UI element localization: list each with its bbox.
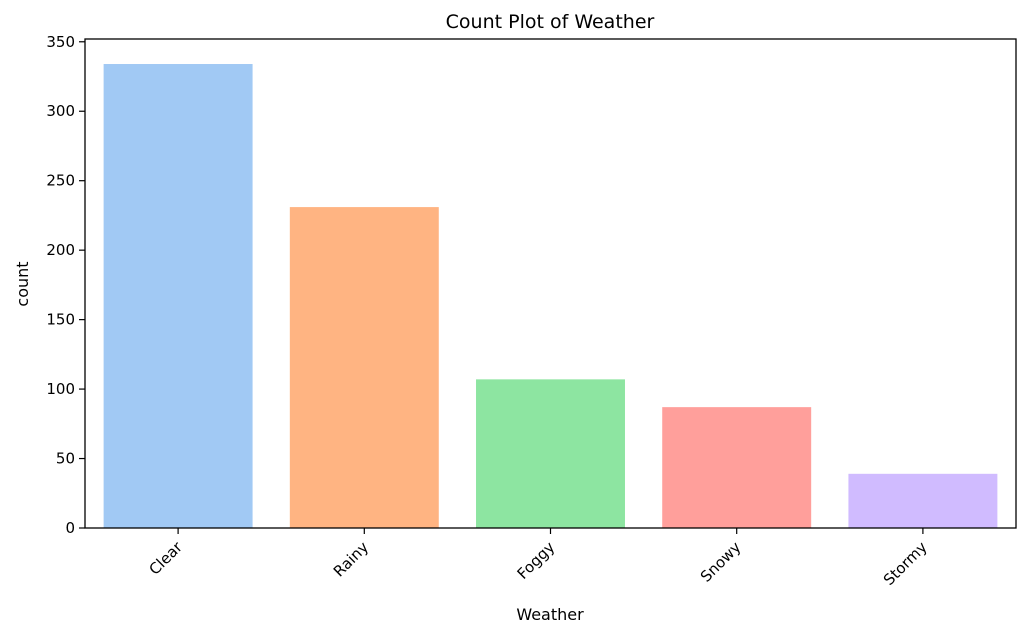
x-tick-label-stormy: Stormy [880, 538, 931, 589]
chart-title: Count Plot of Weather [446, 11, 655, 33]
bar-snowy [662, 407, 812, 528]
x-tick-label-foggy: Foggy [514, 538, 559, 583]
y-tick-label: 300 [46, 102, 75, 120]
x-tick-label-snowy: Snowy [697, 538, 745, 586]
y-axis-label: count [13, 261, 32, 306]
bar-foggy [476, 379, 625, 528]
bar-clear [103, 64, 253, 528]
y-tick-label: 250 [46, 172, 75, 190]
y-tick-label: 200 [46, 241, 75, 259]
bar-stormy [848, 473, 998, 528]
x-tick-label-clear: Clear [145, 538, 186, 579]
x-tick-label-rainy: Rainy [330, 538, 372, 580]
plot-area: 0 50 100 150 200 250 300 350 Clear Rainy Foggy Snow… [46, 33, 1017, 589]
y-tick-label: 0 [65, 519, 75, 537]
y-tick-label: 350 [46, 33, 75, 51]
bar-rainy [289, 207, 439, 528]
y-tick-label: 100 [46, 380, 75, 398]
x-axis-label: Weather [516, 605, 584, 624]
y-tick-label: 50 [56, 450, 75, 468]
y-tick-label: 150 [46, 311, 75, 329]
